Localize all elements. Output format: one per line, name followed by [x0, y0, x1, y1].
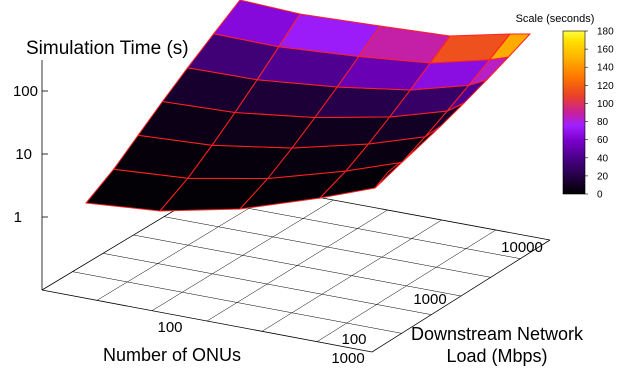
x-axis-ticks: 100 1000 [157, 319, 364, 367]
chart-title: Simulation Time (s) [26, 38, 189, 59]
surface-mesh [85, 0, 532, 212]
surface-cell [488, 33, 532, 61]
floor-grid-line [194, 198, 521, 259]
colorbar-tick-label: 20 [597, 171, 609, 182]
colorbar-title: Scale (seconds) [516, 13, 595, 25]
x-tick-label: 100 [157, 319, 182, 336]
floor-grid-line [261, 219, 442, 332]
colorbar-tick-label: 40 [597, 153, 609, 164]
colorbar-tick-label: 60 [597, 135, 609, 146]
floor-grid-line [133, 234, 462, 297]
y-tick-label: 10000 [501, 239, 543, 256]
colorbar: Scale (seconds) 0 20 40 60 80 100 120 140 160 180 [516, 13, 615, 201]
z-axis-ticks: 1 10 100 [13, 83, 48, 226]
colorbar-tick-label: 180 [597, 27, 614, 38]
z-tick-label: 1 [14, 209, 22, 226]
colorbar-tick-label: 140 [597, 63, 614, 74]
y-axis-label-line-1: Downstream Network [411, 324, 584, 344]
floor-grid [72, 189, 521, 342]
colorbar-tick-label: 80 [597, 117, 609, 128]
floor-grid-line [163, 216, 491, 278]
colorbar-gradient [562, 30, 586, 195]
colorbar-tick-label: 160 [597, 45, 614, 56]
y-axis-label-line-2: Load (Mbps) [446, 346, 547, 366]
z-tick-label: 10 [15, 146, 32, 163]
y-axis-ticks: 100 1000 10000 [341, 239, 542, 348]
z-tick-label: 100 [13, 83, 38, 100]
colorbar-tick-label: 120 [597, 81, 614, 92]
y-tick-label: 100 [341, 331, 366, 348]
colorbar-ticks: 0 20 40 60 80 100 120 140 160 180 [585, 27, 614, 201]
x-tick-label: 1000 [331, 350, 364, 367]
y-tick-label: 1000 [413, 291, 446, 308]
colorbar-tick-label: 100 [597, 99, 614, 110]
colorbar-tick-label: 0 [597, 190, 603, 201]
x-axis-label: Number of ONUs [103, 345, 241, 365]
